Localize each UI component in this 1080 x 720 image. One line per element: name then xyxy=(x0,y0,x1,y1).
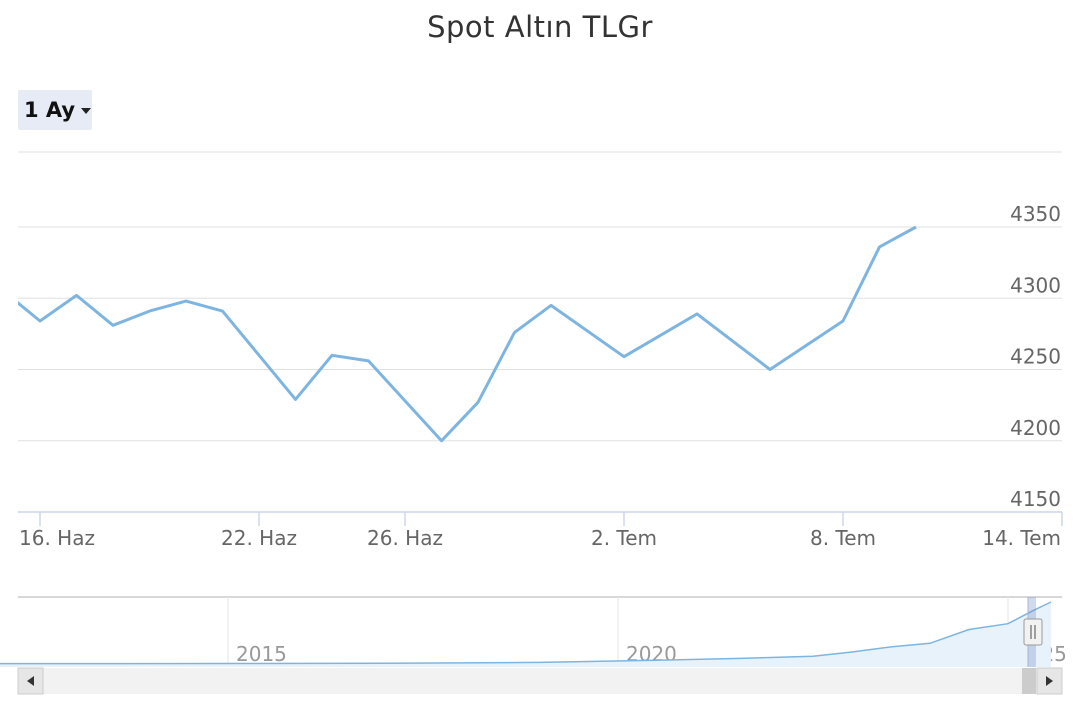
series-layer xyxy=(18,225,917,443)
navigator-handle-box[interactable] xyxy=(1023,618,1043,646)
x-tick-label: 2. Tem xyxy=(591,526,657,550)
y-axis-ticks: 4150 4200 4250 4300 4350 xyxy=(1010,202,1061,511)
navigator-handle[interactable] xyxy=(1023,618,1043,646)
range-dropdown[interactable]: 1 Ay xyxy=(18,90,92,130)
y-tick-label: 4250 xyxy=(1010,345,1061,369)
caret-down-icon xyxy=(81,108,92,114)
range-dropdown-label: 1 Ay xyxy=(24,98,76,122)
navigator[interactable]: 201520202025 xyxy=(0,596,1067,667)
navigator-line xyxy=(0,601,1052,665)
chart-title: Spot Altın TLGr xyxy=(427,10,653,44)
x-tick-label: 14. Tem xyxy=(982,526,1061,550)
x-tick-label: 16. Haz xyxy=(19,526,95,550)
x-tick-label: 26. Haz xyxy=(367,526,443,550)
navigator-area xyxy=(0,602,1051,667)
series-line xyxy=(18,225,917,443)
scrollbar-thumb[interactable] xyxy=(1022,668,1036,694)
navigator-year-label: 2015 xyxy=(236,642,287,666)
x-tick-label: 8. Tem xyxy=(810,526,876,550)
scroll-right-button[interactable] xyxy=(1036,667,1063,695)
arrow-right-icon xyxy=(1046,676,1053,686)
x-axis: 16. Haz 22. Haz 26. Haz 2. Tem 8. Tem 14. Tem xyxy=(18,511,1063,550)
arrow-left-icon xyxy=(27,676,34,686)
y-tick-label: 4150 xyxy=(1010,487,1061,511)
scrollbar-track[interactable] xyxy=(18,668,1062,694)
y-tick-label: 4300 xyxy=(1010,273,1061,297)
x-tick-label: 22. Haz xyxy=(221,526,297,550)
scrollbar[interactable] xyxy=(17,667,1063,695)
y-tick-label: 4200 xyxy=(1010,416,1061,440)
y-tick-label: 4350 xyxy=(1010,202,1061,226)
grid-lines xyxy=(18,151,1062,442)
